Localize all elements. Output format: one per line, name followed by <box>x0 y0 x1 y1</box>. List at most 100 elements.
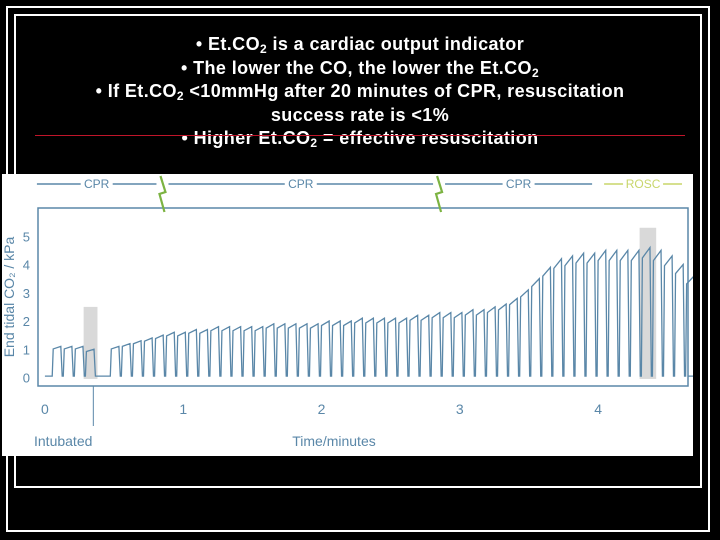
waveform-peak-47 <box>594 252 596 254</box>
etco2-waveform <box>44 245 693 377</box>
etco2-chart-svg: CPR CPR CPR ROSC 0 1 2 3 4 5 End tidal CO₂ / kPa 0 1… <box>2 175 693 449</box>
bullet-3: • If Et.CO2 <10mmHg after 20 minutes of … <box>0 80 720 104</box>
phase-label-1: CPR <box>288 177 314 191</box>
waveform-peak-11 <box>195 328 197 331</box>
intubated-label: Intubated <box>34 433 92 449</box>
bullet-3-text: • If Et.CO <box>95 81 177 101</box>
waveform-peak-53 <box>660 249 662 251</box>
waveform-peak-43 <box>549 266 551 268</box>
waveform-peak-42 <box>538 278 540 280</box>
phase-label-3: ROSC <box>626 177 661 191</box>
x-tick-label-4: 4 <box>594 401 602 417</box>
waveform-peak-20 <box>295 323 297 325</box>
waveform-peak-44 <box>560 258 563 260</box>
waveform-peak-21 <box>306 323 308 325</box>
phase-label-0: CPR <box>84 177 110 191</box>
bullet-1-sub: 2 <box>259 42 268 56</box>
y-tick-label-5: 5 <box>23 229 30 244</box>
bullet-1-suffix: is a cardiac output indicator <box>267 34 525 54</box>
phase-label-bg-1 <box>284 177 317 191</box>
waveform-peak-25 <box>350 320 352 322</box>
waveform-peak-31 <box>417 314 419 316</box>
waveform-peak-51 <box>638 249 640 251</box>
y-axis-label: End tidal CO₂ / kPa <box>2 236 17 357</box>
waveform-peak-22 <box>317 323 319 325</box>
bullet-4: • Higher Et.CO2 = effective resuscitatio… <box>0 127 720 151</box>
waveform-peak-18 <box>273 323 275 325</box>
phase-label-bg-3 <box>623 177 664 191</box>
waveform-peak-3 <box>93 348 95 350</box>
red-divider-line <box>35 135 685 136</box>
waveform-peak-7 <box>151 337 153 339</box>
y-tick-label-4: 4 <box>23 258 30 273</box>
waveform-peak-38 <box>494 306 496 308</box>
waveform-peak-50 <box>627 249 629 251</box>
bullet-4-suffix: = effective resuscitation <box>317 128 539 148</box>
waveform-peak-16 <box>251 326 253 328</box>
y-tick-label-1: 1 <box>23 342 30 357</box>
bullet-2: • The lower the CO, the lower the Et.CO2 <box>0 57 720 81</box>
waveform-peak-15 <box>240 326 242 328</box>
waveform-peak-39 <box>505 303 507 305</box>
waveform-peak-24 <box>339 320 341 322</box>
waveform-peak-5 <box>129 343 131 345</box>
waveform-peak-34 <box>450 311 452 314</box>
phase-label-bg-2 <box>502 177 535 191</box>
waveform-peak-26 <box>361 317 363 319</box>
waveform-peak-48 <box>605 249 607 251</box>
bullet-2-sub: 2 <box>531 65 540 80</box>
waveform-peak-4 <box>118 345 120 348</box>
waveform-peak-10 <box>184 331 186 333</box>
waveform-peak-9 <box>173 331 175 333</box>
x-tick-label-1: 1 <box>179 401 187 417</box>
waveform-peak-8 <box>162 334 164 336</box>
waveform-peak-32 <box>428 314 430 316</box>
waveform-peak-37 <box>483 309 485 311</box>
bullet-3-continued: success rate is <1% <box>0 104 720 128</box>
waveform-peak-52 <box>649 246 651 249</box>
bullet-3-continued-text: success rate is <1% <box>270 104 450 125</box>
x-axis-label: Time/minutes <box>292 433 376 449</box>
x-tick-label-3: 3 <box>456 401 464 417</box>
shock-icon-0 <box>158 175 167 213</box>
bullet-4-text: • Higher Et.CO <box>181 128 311 148</box>
waveform-peak-29 <box>394 317 397 319</box>
waveform-peak-54 <box>671 255 673 257</box>
waveform-peak-45 <box>571 255 574 257</box>
waveform-peak-35 <box>461 311 463 314</box>
waveform-peak-19 <box>284 323 286 325</box>
x-tick-label-0: 0 <box>41 401 49 417</box>
waveform-peak-27 <box>372 317 374 319</box>
waveform-peak-41 <box>527 289 529 291</box>
bullet-1-text: • Et.CO <box>195 34 260 54</box>
waveform-peak-14 <box>228 326 231 328</box>
waveform-peak-0 <box>60 345 62 348</box>
bullet-1: • Et.CO2 is a cardiac output indicator <box>0 33 720 57</box>
plot-frame <box>37 207 689 387</box>
waveform-peak-30 <box>405 317 408 319</box>
waveform-peak-28 <box>383 317 386 319</box>
bullet-list: • Et.CO2 is a cardiac output indicator •… <box>0 33 720 151</box>
phase-label-2: CPR <box>506 177 532 191</box>
phase-label-bg-0 <box>80 177 113 191</box>
waveform-peak-6 <box>140 340 142 342</box>
waveform-peak-23 <box>328 320 330 322</box>
waveform-peak-13 <box>217 326 220 328</box>
y-tick-label-3: 3 <box>23 286 30 301</box>
x-tick-label-2: 2 <box>318 401 326 417</box>
waveform-peak-55 <box>682 263 684 266</box>
shock-icon-1 <box>434 175 444 213</box>
waveform-peak-17 <box>262 326 264 328</box>
etco2-chart: CPR CPR CPR ROSC 0 1 2 3 4 5 End tidal CO₂ / kPa 0 1… <box>2 174 693 456</box>
y-tick-label-2: 2 <box>23 314 30 329</box>
bullet-2-text: • The lower the CO, the lower the Et.CO <box>180 57 532 78</box>
waveform-peak-49 <box>616 249 618 251</box>
y-tick-label-0: 0 <box>23 371 30 386</box>
bullet-3-sub: 2 <box>176 89 184 103</box>
highlight-band-1 <box>639 227 657 379</box>
waveform-peak-2 <box>82 345 84 348</box>
waveform-peak-46 <box>582 252 585 254</box>
bullet-3-suffix: <10mmHg after 20 minutes of CPR, resusci… <box>183 81 625 101</box>
waveform-peak-36 <box>472 309 474 311</box>
waveform-peak-40 <box>516 297 518 300</box>
